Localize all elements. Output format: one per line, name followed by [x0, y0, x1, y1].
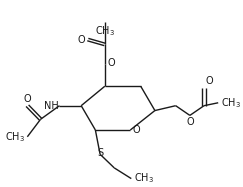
- Text: O: O: [24, 94, 31, 104]
- Text: O: O: [78, 35, 86, 45]
- Text: CH$_3$: CH$_3$: [220, 96, 241, 110]
- Text: NH: NH: [43, 101, 58, 111]
- Text: S: S: [97, 148, 103, 158]
- Text: O: O: [205, 76, 213, 86]
- Text: CH$_3$: CH$_3$: [5, 130, 25, 144]
- Text: O: O: [133, 125, 140, 135]
- Text: CH$_3$: CH$_3$: [95, 24, 115, 38]
- Text: CH$_3$: CH$_3$: [134, 172, 154, 186]
- Text: O: O: [108, 58, 115, 68]
- Text: O: O: [186, 117, 194, 127]
